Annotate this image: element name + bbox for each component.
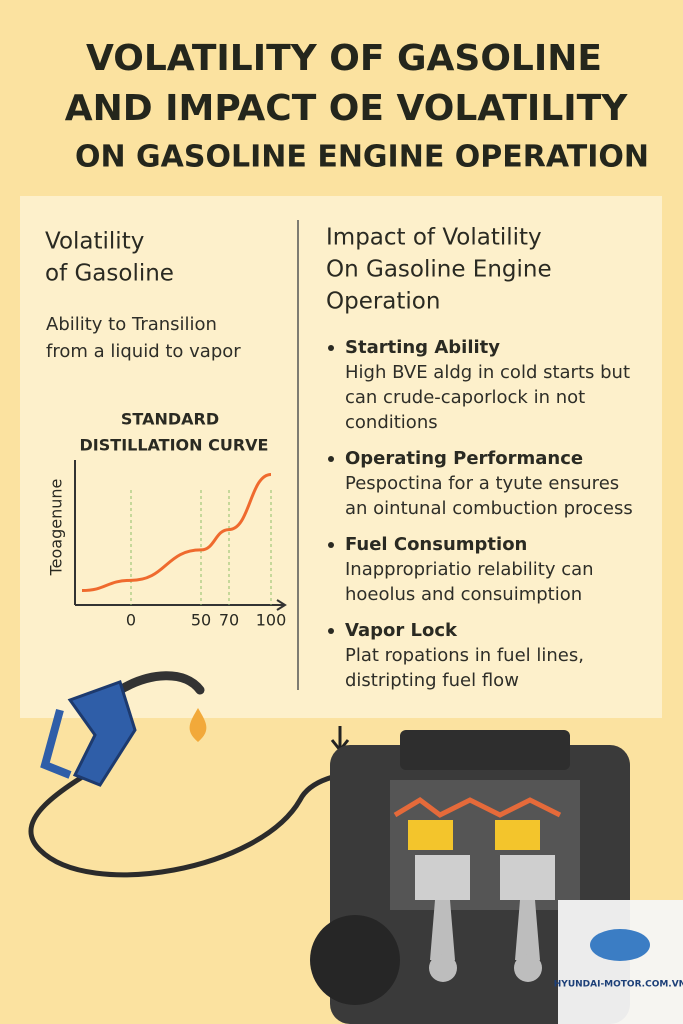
watermark: HYUNDAI-MOTOR.COM.VN [554,980,683,990]
crank [514,954,542,982]
item-text: conditions [345,412,438,433]
bullet [328,628,334,634]
pulley [310,915,400,1005]
chart-title: DISTILLATION CURVE [80,436,269,455]
item-title: Vapor Lock [345,620,458,641]
bullet [328,345,334,351]
x-tick-label: 50 [191,611,211,630]
connecting-rod [430,900,540,960]
valves [393,796,562,818]
item-text: hoeolus and consuimption [345,584,582,605]
watermark-logo [590,929,650,961]
combustion-chamber [495,820,540,850]
title-line: AND IMPACT OE VOLATILITY [65,88,628,129]
nozzle [67,680,137,787]
description: Ability to Transilion [46,314,217,335]
title-line: ON GASOLINE ENGINE OPERATION [75,140,649,175]
watermark-box [558,900,683,1024]
x-tick-label: 100 [256,611,287,630]
x-tick-label: 0 [126,611,136,630]
x-tick-label: 70 [219,611,239,630]
bullet [328,542,334,548]
item-text: Plat ropations in fuel lines, [345,645,584,666]
title-line: VOLATILITY OF GASOLINE [86,38,602,79]
y-axis-label: Teoagenune [47,479,66,577]
item-title: Starting Ability [345,337,500,358]
chart: 0 50 70 100 [74,460,287,630]
right-heading: Impact of Volatility [326,225,542,251]
nozzle-lever [40,708,72,779]
fuel-drop [189,708,207,742]
bullet [328,456,334,462]
left-heading: of Gasoline [45,261,174,287]
nozzle-spout [115,671,205,695]
item-list: Starting Ability High BVE aldg in cold st… [328,337,633,691]
engine-head [400,730,570,770]
panel [20,196,662,718]
item-text: High BVE aldg in cold starts but [345,362,630,383]
piston [415,855,470,900]
piston [500,855,555,900]
item-title: Operating Performance [345,448,583,469]
item-title: Fuel Consumption [345,534,527,555]
right-heading: On Gasoline Engine [326,257,552,283]
item-text: distripting fuel flow [345,670,519,691]
description: from a liquid to vapor [46,341,241,362]
chart-title: STANDARD [121,410,219,429]
right-heading: Operation [326,289,440,315]
item-text: Inappropriatio relability can [345,559,594,580]
item-text: Pespoctina for a tyute ensures [345,473,619,494]
x-axis-arrow [276,599,287,611]
item-text: can crude-caporlock in not [345,387,585,408]
combustion-chamber [408,820,453,850]
curve [81,473,272,592]
crank [429,954,457,982]
left-heading: Volatility [45,229,144,255]
item-text: an ointunal combuction process [345,498,633,519]
